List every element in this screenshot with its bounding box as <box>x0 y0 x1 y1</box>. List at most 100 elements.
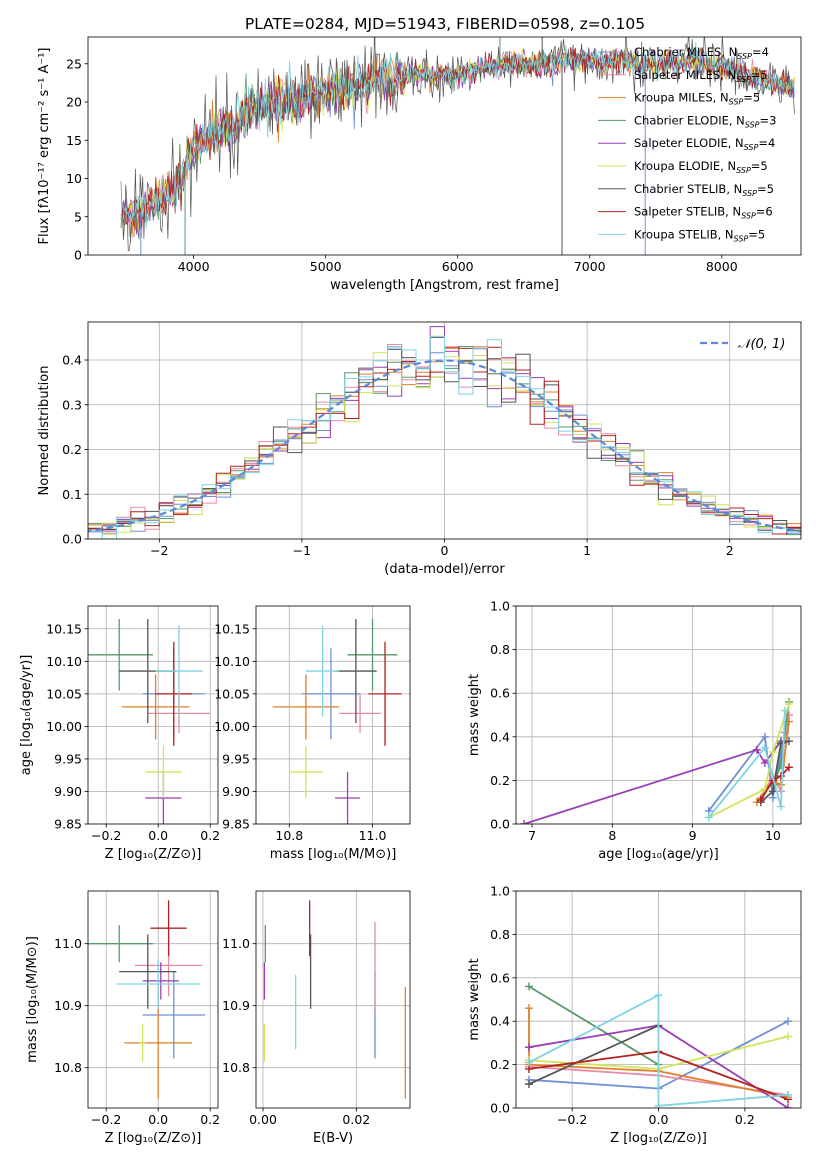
axes-frame <box>87 321 802 540</box>
errorbar-point <box>301 648 361 740</box>
y-tick-label: 9.90 <box>222 784 250 799</box>
axes-frame <box>515 890 802 1109</box>
histogram-step <box>88 335 801 539</box>
errorbar-point <box>289 745 323 798</box>
y-tick-label: 10.15 <box>214 621 250 636</box>
legend-entry: Salpeter MILES, NSSP=5 <box>634 68 768 84</box>
x-tick-label: 7 <box>528 828 536 843</box>
legend-entry: Kroupa STELIB, NSSP=5 <box>634 227 765 243</box>
y-tick-label: 10.9 <box>222 998 250 1013</box>
x-tick-label: 0.2 <box>735 1112 755 1127</box>
y-tick-label: 9.85 <box>54 817 82 832</box>
errorbar-point <box>155 641 192 746</box>
legend-label: Kroupa STELIB, N <box>634 227 734 241</box>
x-tick-label: 0.02 <box>342 1112 370 1127</box>
weight-line <box>523 740 782 824</box>
y-tick-label: 10.8 <box>54 1060 82 1075</box>
plot-area-residuals <box>88 322 801 539</box>
y-tick-label: 0.1 <box>62 487 82 502</box>
legend-sub: SSP <box>734 234 749 243</box>
y-tick-label: 9.95 <box>222 751 250 766</box>
weight-marker <box>520 820 529 824</box>
weight-marker <box>704 813 713 822</box>
x-tick-label: 10.8 <box>275 828 303 843</box>
x-tick-label: −0.2 <box>91 828 121 843</box>
x-tick-label: 6000 <box>442 259 474 274</box>
y-tick-label: 5 <box>74 209 82 224</box>
x-tick-label: −0.2 <box>557 1112 587 1127</box>
axes-frame <box>255 605 411 825</box>
y-tick-label: 0.8 <box>490 927 510 942</box>
x-tick-label: 0.0 <box>148 828 168 843</box>
legend-label: Kroupa MILES, N <box>634 91 729 105</box>
y-tick-label: 0.6 <box>490 970 510 985</box>
y-tick-label: 0.0 <box>62 532 82 547</box>
y-axis-label: mass weight <box>467 674 482 756</box>
x-axis-label: (data-model)/error <box>384 562 505 577</box>
y-tick-label: 9.95 <box>54 751 82 766</box>
y-tick-label: 0.4 <box>62 353 82 368</box>
x-tick-label: 0.2 <box>200 1112 220 1127</box>
weight-line <box>528 985 659 1066</box>
legend-sub: SSP <box>729 98 744 107</box>
weight-marker <box>780 706 789 715</box>
errorbar-point <box>335 771 361 824</box>
legend-entry: Chabrier STELIB, NSSP=5 <box>634 182 774 198</box>
weight-marker <box>784 1017 793 1026</box>
weight-marker <box>776 772 785 781</box>
x-tick-label: 7000 <box>574 259 606 274</box>
legend-label: Salpeter ELODIE, N <box>634 136 744 150</box>
y-tick-label: 0.6 <box>490 686 510 701</box>
y-tick-label: 10.00 <box>214 719 250 734</box>
x-tick-label: 0.0 <box>649 1112 669 1127</box>
axes-frame <box>255 890 411 1109</box>
legend-sub: SSP <box>744 143 759 152</box>
legend-suffix: =4 <box>758 136 775 150</box>
y-tick-label: 0.2 <box>490 1057 510 1072</box>
legend-sub: SSP <box>736 166 751 175</box>
legend-entry: Chabrier ELODIE, NSSP=3 <box>634 113 776 129</box>
panel-age-vs-Z: −0.2 0.0 0.2 9.85 9.90 9.95 10.00 10.05 10.10 10.… <box>19 605 220 862</box>
x-tick-label: 0 <box>441 543 449 558</box>
panel-spectrum: 4000 5000 6000 7000 8000 0 5 10 15 20 25 wavelength… <box>37 36 802 293</box>
y-tick-label: 15 <box>66 133 82 148</box>
grid-weight-vs-age <box>516 606 801 824</box>
y-tick-label: 10.05 <box>214 686 250 701</box>
x-tick-label: 10 <box>765 828 781 843</box>
x-tick-label: 0.00 <box>249 1112 277 1127</box>
errorbar-point <box>142 971 205 1059</box>
weight-marker <box>776 761 785 770</box>
legend-entry: Salpeter ELODIE, NSSP=4 <box>634 136 775 152</box>
weight-line <box>528 1008 789 1099</box>
marks-spectrum <box>120 37 795 255</box>
y-axis-label: Normed distribution <box>37 366 52 496</box>
weight-line <box>528 1024 659 1085</box>
panel-residuals: −2 −1 0 1 2 0.0 0.1 0.2 0.3 0.4 (data-model)/error… <box>37 321 802 577</box>
errorbar-point <box>155 625 203 717</box>
weight-marker <box>654 1101 663 1108</box>
weight-marker <box>654 991 663 1000</box>
y-tick-label: 11.0 <box>54 936 82 951</box>
legend-entry: 𝒩(0, 1) <box>738 337 785 352</box>
errorbar-point <box>335 619 377 724</box>
legend-suffix: =6 <box>756 205 773 219</box>
y-tick-label: 10.05 <box>46 686 82 701</box>
marks-age-vs-mass <box>272 619 402 824</box>
legend-entry: Kroupa ELODIE, NSSP=5 <box>634 159 768 175</box>
errorbar-point <box>150 900 187 957</box>
y-tick-label: 10.9 <box>54 998 82 1013</box>
weight-line <box>707 710 786 819</box>
weight-marker <box>524 1080 533 1089</box>
errorbar-point <box>368 641 402 746</box>
grid-age-vs-mass <box>256 606 410 824</box>
y-tick-label: 0.4 <box>490 729 510 744</box>
legend-suffix: =5 <box>751 159 768 173</box>
marks-residuals <box>88 326 801 539</box>
weight-marker <box>784 1104 793 1108</box>
marks-mass-vs-EBV <box>263 900 406 1099</box>
errorbar-point <box>305 625 340 717</box>
x-tick-label: 4000 <box>178 259 210 274</box>
axes-frame <box>515 605 802 825</box>
x-axis-label: E(B-V) <box>313 1131 353 1146</box>
x-tick-label: −2 <box>150 543 168 558</box>
